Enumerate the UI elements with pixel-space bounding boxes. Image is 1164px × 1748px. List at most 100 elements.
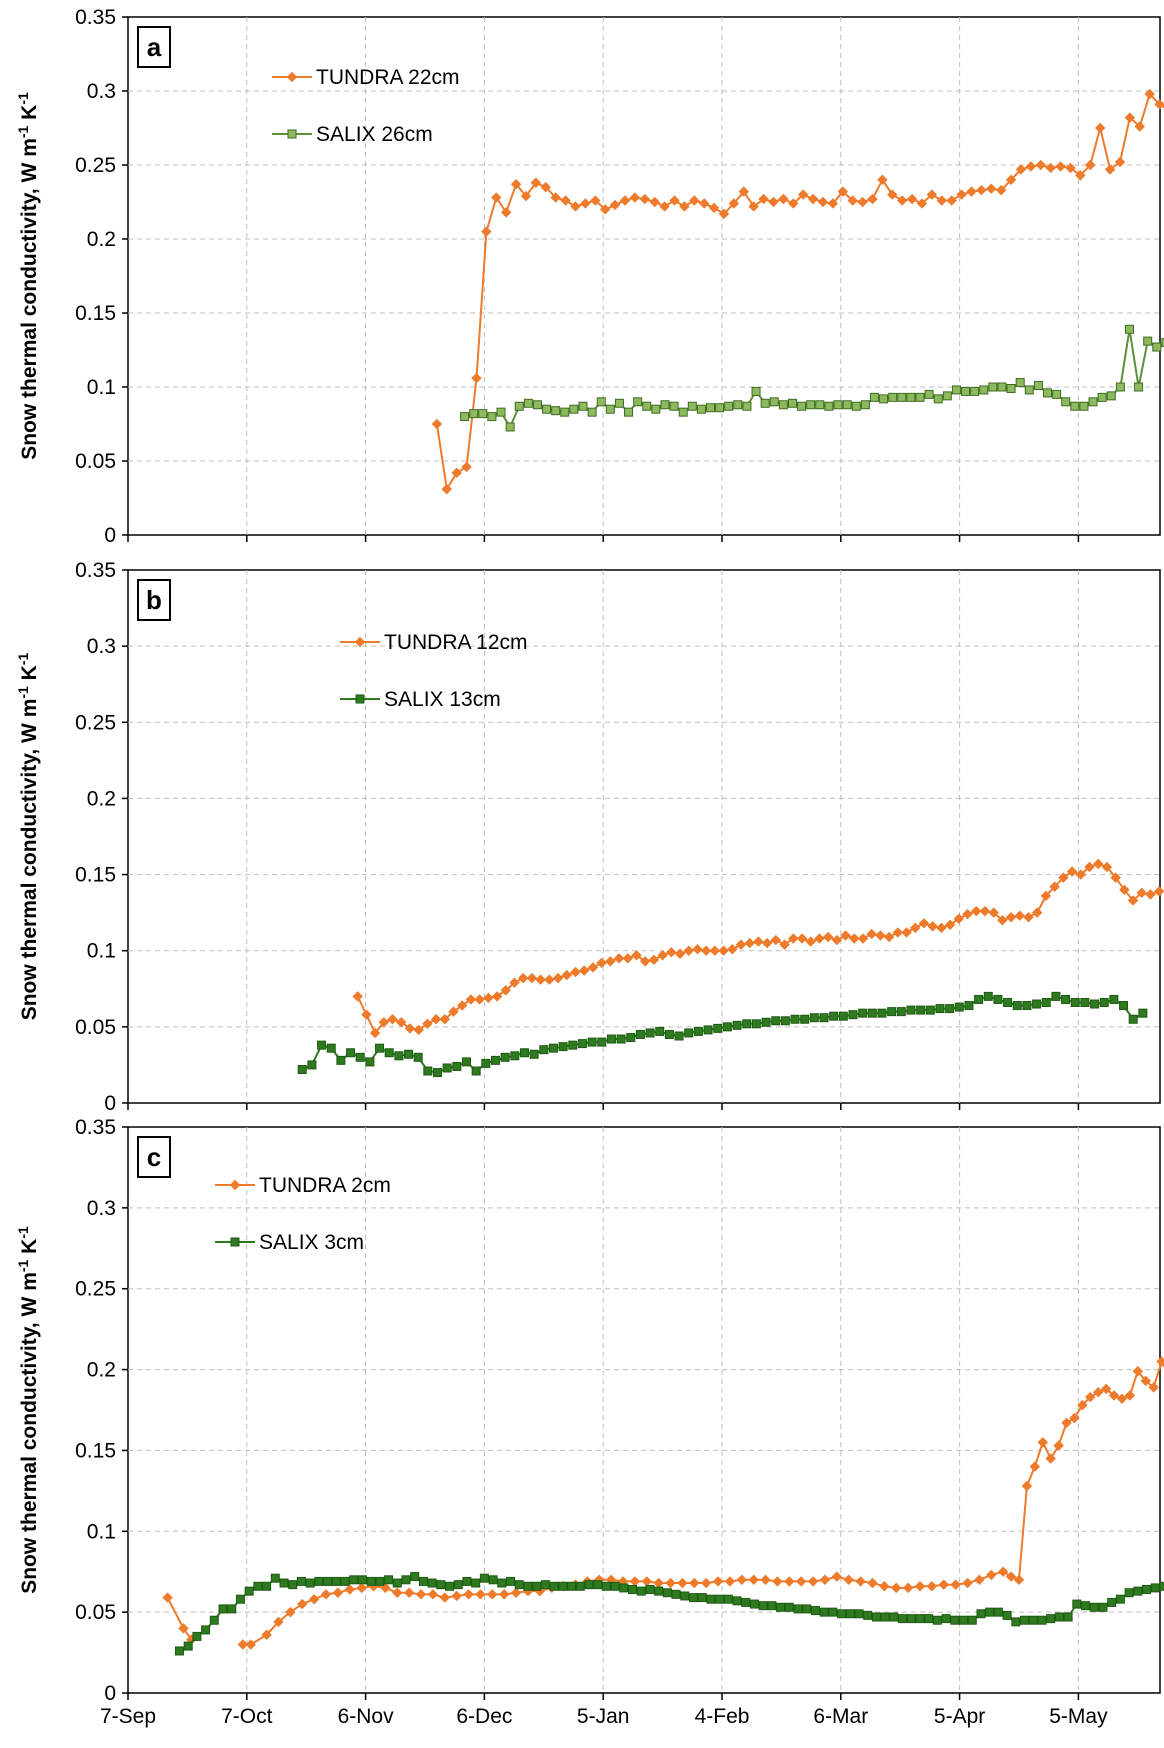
data-point [713,1023,723,1033]
data-point [1052,389,1062,399]
data-point [906,193,918,205]
data-point [235,1594,245,1604]
data-point [540,181,551,193]
data-point [1124,1390,1136,1401]
y-tick-label: 0.2 [87,1359,116,1382]
data-point [481,226,492,237]
data-point [1046,1614,1056,1624]
data-point [790,1014,800,1024]
data-point [1106,391,1116,401]
data-point [751,386,761,396]
data-point [1119,1001,1129,1011]
data-point [993,994,1003,1004]
data-point [523,1581,533,1591]
data-point [633,397,643,407]
data-point [1023,912,1034,923]
y-tick-label: 0 [104,1682,116,1705]
data-point [1124,324,1134,334]
data-point [483,992,494,1004]
data-point [320,1589,332,1600]
data-point [253,1581,263,1591]
data-point [927,921,938,932]
y-tick-label: 0.05 [75,450,116,473]
data-point [827,198,839,209]
data-point [624,407,634,417]
data-point [305,1578,315,1588]
data-point [953,913,965,924]
data-point [807,193,819,205]
data-point [1098,1602,1108,1612]
data-point [636,1586,646,1596]
data-point [784,1576,795,1587]
x-tick-label: 7-Oct [221,1705,273,1728]
data-point [496,407,506,417]
data-point [833,400,843,410]
data-point [1134,121,1145,132]
y-tick-label: 0.25 [75,154,116,177]
data-point [498,1589,510,1600]
data-point [317,1040,327,1050]
data-point [896,1007,906,1017]
data-point [392,1578,402,1588]
data-point [550,192,561,203]
data-point [1058,872,1069,883]
data-point [587,962,599,973]
data-point [375,1576,385,1586]
data-point [584,1580,594,1590]
data-point [997,915,1008,926]
data-point [855,1576,866,1587]
data-point [332,1587,344,1598]
data-point [469,409,479,419]
data-point [487,1589,498,1600]
data-point [819,1607,829,1617]
data-point [593,1580,603,1590]
data-point [436,1580,446,1590]
data-point [577,1039,587,1049]
data-point [619,1583,629,1593]
data-point [286,71,298,83]
data-point [732,1020,742,1030]
data-point [771,1016,781,1026]
data-point [897,392,907,402]
data-point [1043,388,1053,398]
data-point [1154,99,1164,110]
data-point [475,1589,486,1600]
data-point [1115,382,1125,392]
data-point [976,184,987,196]
data-point [860,400,870,410]
data-point [797,401,807,411]
data-point [687,401,697,411]
panel-label-box [137,26,171,68]
data-point [926,1581,938,1592]
data-point [1015,164,1027,175]
legend-label: SALIX 3cm [259,1231,364,1254]
legend-label: TUNDRA 12cm [384,631,528,654]
data-point [1085,1391,1096,1403]
data-point [915,1614,925,1624]
data-point [441,483,452,495]
data-point [1115,1594,1125,1604]
data-point [628,1585,638,1595]
data-point [879,394,889,404]
data-point [654,1586,664,1596]
data-point [712,1576,724,1587]
data-point [788,933,799,944]
data-point [889,1612,899,1622]
data-point [418,1576,428,1586]
data-point [1014,910,1025,921]
data-point [491,192,502,203]
data-point [924,389,934,399]
data-point [880,1612,890,1622]
data-point [356,1582,367,1594]
data-point [845,1609,855,1619]
data-point [796,933,808,944]
data-point [787,398,797,408]
data-point [659,201,670,212]
data-point [396,1017,407,1028]
data-point [760,398,770,408]
data-point [1099,997,1109,1007]
data-point [308,1593,320,1605]
data-point [778,193,789,205]
data-point [935,1004,945,1014]
y-tick-label: 0.2 [87,228,116,251]
